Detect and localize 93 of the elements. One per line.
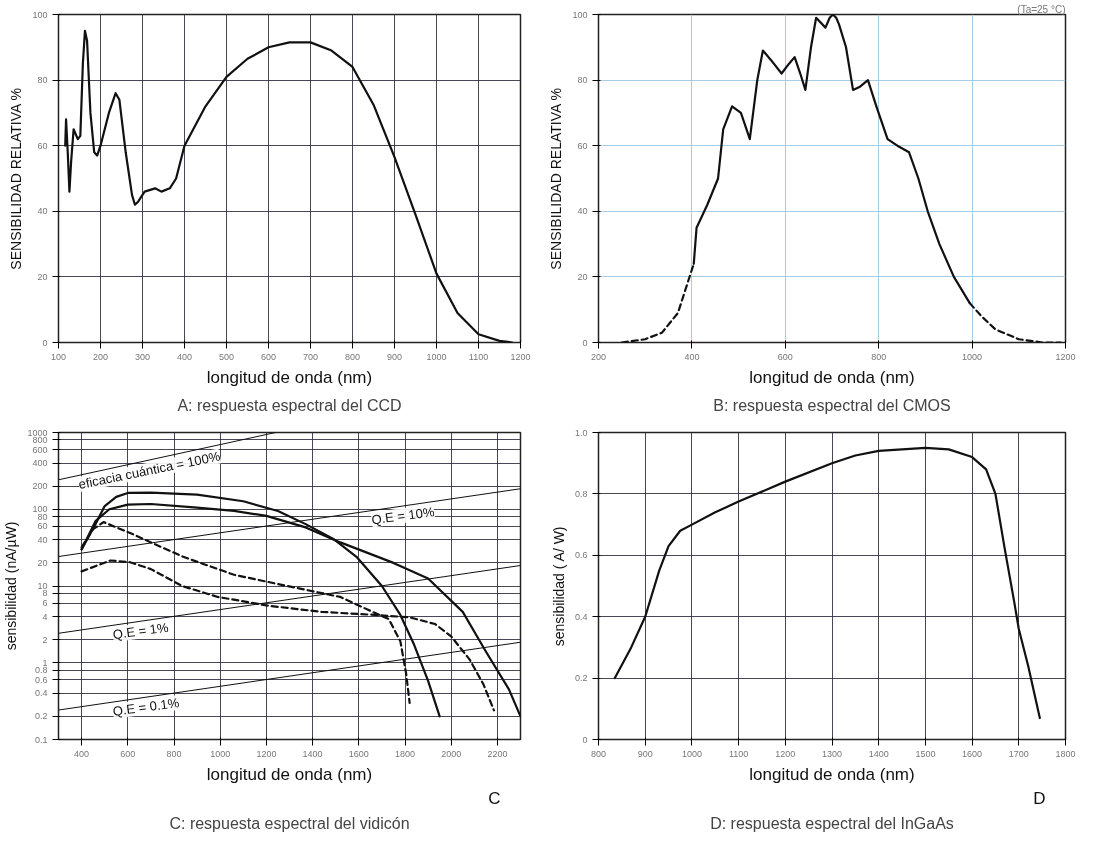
y-tick-label: 0.1 (34, 734, 48, 745)
y-tick-label: 4 (42, 611, 48, 622)
x-tick-label: 900 (386, 351, 403, 362)
y-tick-label: 400 (32, 458, 48, 469)
y-tick-label: 0.6 (34, 674, 48, 685)
y-axis-title: SENSIBILIDAD RELATIVA % (548, 88, 565, 270)
x-tick-label: 1300 (821, 748, 843, 759)
y-tick-label: 0.8 (574, 488, 588, 499)
x-tick-label: 700 (302, 351, 319, 362)
x-tick-label: 1000 (962, 351, 983, 362)
y-tick-label: 40 (37, 206, 48, 217)
y-tick-label: 80 (37, 75, 48, 86)
x-tick-label: 1600 (348, 748, 369, 759)
x-tick-label: 800 (871, 351, 887, 362)
y-tick-label: 1 (42, 657, 48, 668)
x-tick-label: 1400 (302, 748, 323, 759)
x-tick-label: 2200 (487, 748, 508, 759)
text: eficacia cuántica = 100% (77, 448, 222, 493)
text: C (488, 788, 501, 808)
x-tick-label: 200 (92, 351, 109, 362)
x-tick-label: 400 (176, 351, 193, 362)
y-axis-title: SENSIBILIDAD RELATIVA % (8, 88, 25, 270)
y-tick-label: 0.6 (574, 550, 588, 561)
x-tick-label: 1100 (468, 351, 489, 362)
y-tick-label: 20 (37, 271, 48, 282)
x-tick-label: 100 (50, 351, 67, 362)
y-tick-label: 40 (37, 534, 48, 545)
y-tick-label: 600 (32, 444, 48, 455)
y-tick-label: 0.4 (574, 611, 588, 622)
x-tick-label: 800 (344, 351, 361, 362)
x-tick-label: 1800 (394, 748, 416, 759)
y-tick-label: 0 (582, 734, 588, 745)
x-tick-label: 1500 (915, 748, 936, 759)
y-tick-label: 20 (577, 271, 588, 282)
y-tick-label: 0.4 (34, 688, 48, 699)
x-axis-title: longitud de onda (nm) (206, 367, 373, 387)
y-tick-label: 20 (37, 557, 48, 568)
y-tick-label: 60 (577, 140, 588, 151)
y-axis-title: sensibilidad (nA/µW) (3, 521, 20, 651)
y-tick-label: 6 (42, 598, 48, 609)
x-tick-label: 600 (777, 351, 793, 362)
x-tick-label: 1000 (681, 748, 702, 759)
x-tick-label: 1200 (510, 351, 531, 362)
x-tick-label: 1600 (962, 748, 983, 759)
y-tick-label: 0.2 (574, 673, 588, 684)
x-tick-label: 400 (684, 351, 700, 362)
x-tick-label: 1000 (426, 351, 447, 362)
y-tick-label: 0 (42, 337, 48, 348)
y-tick-label: 100 (572, 9, 588, 20)
text: D: respuesta espectral del InGaAs (710, 814, 954, 832)
x-axis-title: longitud de onda (nm) (749, 367, 915, 387)
x-tick-label: 1200 (1055, 351, 1076, 362)
y-tick-label: 8 (42, 588, 48, 599)
text: C: respuesta espectral del vidicón (169, 814, 410, 832)
y-tick-label: 0 (582, 337, 588, 348)
y-axis-title: sensibilidad ( A/ W) (550, 526, 567, 647)
y-tick-label: 0.8 (34, 665, 48, 676)
text: A: respuesta espectral del CCD (177, 396, 402, 414)
x-tick-label: 800 (590, 748, 607, 759)
x-tick-label: 400 (74, 748, 90, 759)
x-tick-label: 1800 (1055, 748, 1076, 759)
x-tick-label: 900 (637, 748, 653, 759)
y-tick-label: 40 (577, 206, 588, 217)
y-tick-label: 0.2 (34, 711, 48, 722)
x-tick-label: 300 (134, 351, 151, 362)
y-tick-label: 80 (577, 75, 588, 86)
x-tick-label: 1000 (210, 748, 231, 759)
x-tick-label: 1200 (775, 748, 796, 759)
x-tick-label: 2000 (441, 748, 462, 759)
x-tick-label: 200 (590, 351, 607, 362)
x-tick-label: 1200 (256, 748, 277, 759)
x-tick-label: 1400 (868, 748, 889, 759)
text: Q.E = 1% (111, 619, 170, 643)
x-tick-label: 600 (120, 748, 136, 759)
x-tick-label: 1700 (1008, 748, 1029, 759)
x-axis-title: longitud de onda (nm) (749, 764, 915, 784)
x-axis-title: longitud de onda (nm) (206, 764, 373, 784)
text: Q.E = 10% (370, 503, 436, 528)
x-tick-label: 1100 (728, 748, 749, 759)
y-tick-label: 200 (32, 481, 48, 492)
text: B: respuesta espectral del CMOS (713, 396, 951, 414)
x-tick-label: 800 (166, 748, 182, 759)
x-tick-label: 500 (218, 351, 235, 362)
y-tick-label: 10 (37, 581, 48, 591)
y-tick-label: 100 (32, 9, 48, 20)
y-tick-label: 1.0 (574, 427, 588, 438)
y-tick-label: 2 (42, 634, 48, 645)
text: Q.E = 0.1% (111, 694, 181, 719)
y-tick-label: 60 (37, 140, 48, 151)
text: (Ta=25 °C) (1017, 3, 1066, 15)
x-tick-label: 600 (260, 351, 277, 362)
y-tick-label: 60 (37, 521, 48, 532)
text: D (1033, 788, 1046, 808)
